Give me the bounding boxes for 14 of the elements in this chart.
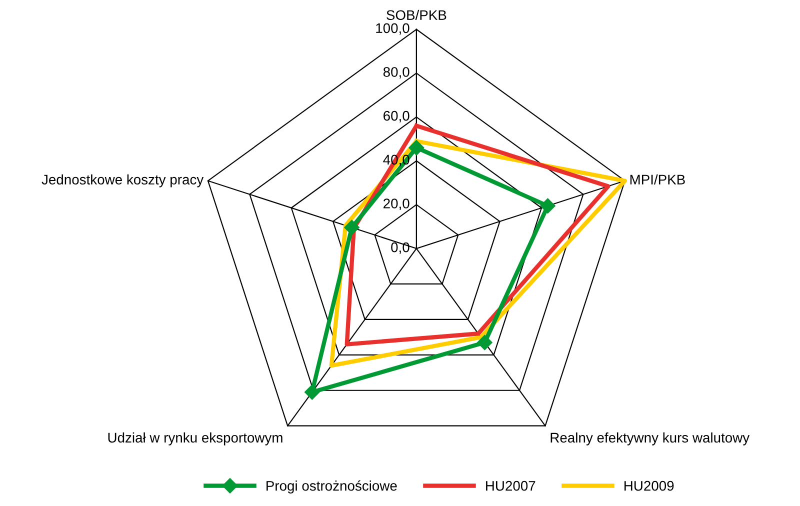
spoke-label: Realny efektywny kurs walutowy (550, 432, 750, 446)
spoke-label: MPI/PKB (630, 174, 685, 185)
legend-label: HU2007 (486, 480, 536, 491)
spoke-label: SOB/PKB (386, 10, 446, 20)
legend-label: Progi ostrożnościowe (266, 480, 397, 494)
y-tick-label: 60,0 (384, 110, 410, 122)
y-tick-label: 80,0 (383, 67, 410, 79)
y-tick-label: 40,0 (383, 154, 410, 166)
y-tick-label: 100,0 (376, 23, 410, 35)
spoke-label: Jednostkowe koszty pracy (42, 174, 204, 188)
y-tick-label: 20,0 (384, 198, 410, 210)
y-tick-label: 0,0 (391, 242, 410, 254)
legend-label: HU2009 (624, 480, 674, 491)
spoke-label: Udział w rynku eksportowym (108, 432, 282, 446)
